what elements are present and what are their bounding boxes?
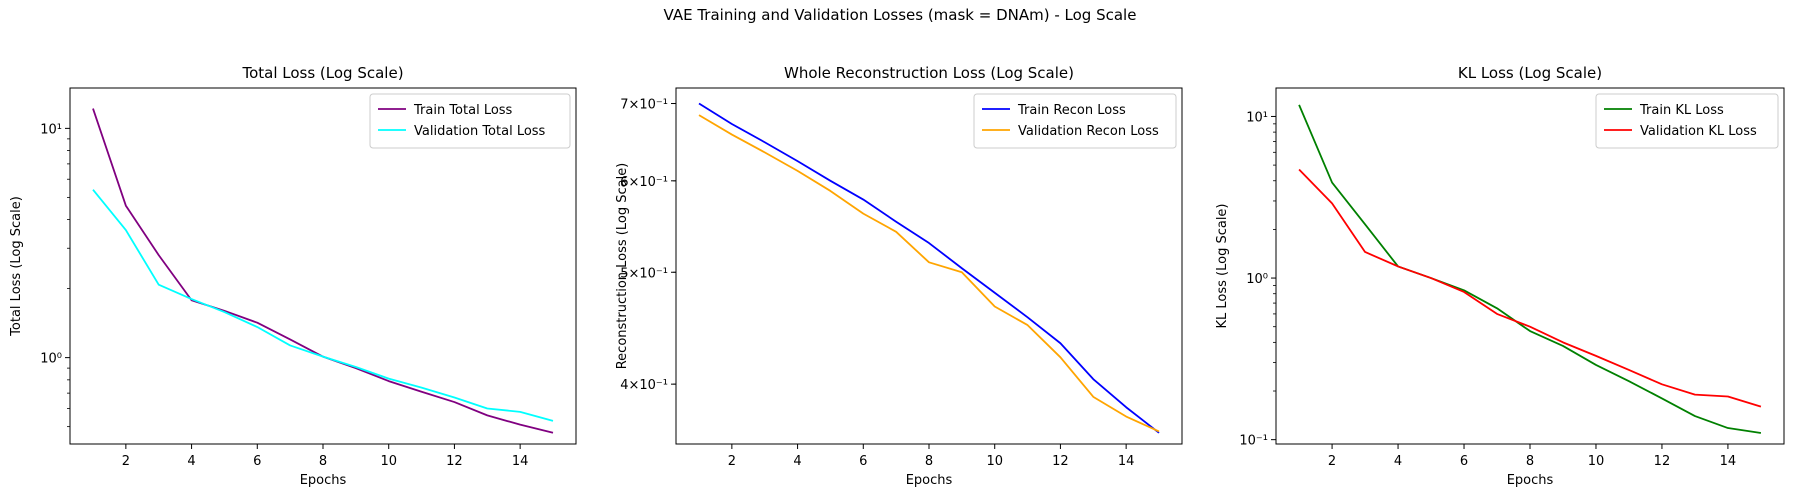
x-tick-label: 4 (1394, 454, 1402, 469)
x-tick-label: 4 (793, 454, 801, 469)
x-tick-label: 4 (187, 454, 195, 469)
y-tick-label: 6×10⁻¹ (620, 175, 668, 190)
y-tick-label: 10⁰ (1246, 272, 1268, 287)
chart-panel-2: 4×10⁻¹ 5×10⁻¹ 6×10⁻¹ 7×10⁻¹ 2 4 6 8 10 12 14 Whole … (615, 64, 1183, 488)
chart-title: KL Loss (Log Scale) (1458, 64, 1602, 82)
series-line-validation-total-loss (92, 189, 554, 422)
legend-label: Validation Recon Loss (1018, 124, 1159, 139)
chart-panel-1: 10⁰ 10¹ 2 4 6 8 10 12 14 Total Loss (Log Scale) Ep… (9, 64, 577, 488)
y-axis-label: Reconstruction Loss (Log Scale) (615, 163, 630, 370)
legend: Train Recon Loss Validation Recon Loss (973, 93, 1177, 149)
x-tick-label: 12 (1052, 454, 1069, 469)
series-line-validation-recon-loss (698, 114, 1160, 433)
x-axis-label: Epochs (300, 473, 347, 488)
x-tick-label: 10 (1588, 454, 1605, 469)
x-tick-label: 2 (728, 454, 736, 469)
y-tick-label: 4×10⁻¹ (620, 378, 668, 393)
plot-area-frame (675, 87, 1183, 445)
x-tick-label: 12 (1654, 454, 1671, 469)
y-axis-label: Total Loss (Log Scale) (9, 196, 24, 337)
series-line-train-kl-loss (1298, 104, 1762, 434)
legend-label: Validation Total Loss (414, 124, 546, 139)
x-tick-label: 14 (1118, 454, 1135, 469)
legend-box (369, 93, 571, 149)
y-tick-label: 10¹ (40, 122, 62, 137)
legend-label: Train Total Loss (413, 103, 513, 118)
plot-area-frame (1275, 87, 1785, 445)
x-tick-label: 14 (1720, 454, 1737, 469)
legend-label: Train KL Loss (1639, 103, 1724, 118)
x-tick-label: 6 (859, 454, 867, 469)
x-tick-label: 6 (253, 454, 261, 469)
x-axis-label: Epochs (906, 473, 953, 488)
legend-box (973, 93, 1177, 149)
x-tick-label: 6 (1460, 454, 1468, 469)
legend: Train Total Loss Validation Total Loss (369, 93, 571, 149)
plot-area-frame (69, 87, 577, 445)
series-line-train-recon-loss (698, 102, 1160, 434)
legend-label: Validation KL Loss (1640, 124, 1757, 139)
x-tick-label: 2 (122, 454, 130, 469)
figure-title: VAE Training and Validation Losses (mask… (663, 6, 1137, 24)
y-tick-label: 5×10⁻¹ (620, 266, 668, 281)
y-tick-label: 10¹ (1246, 110, 1268, 125)
legend-label: Train Recon Loss (1017, 103, 1126, 118)
x-axis-label: Epochs (1507, 473, 1554, 488)
x-tick-label: 2 (1328, 454, 1336, 469)
x-tick-label: 8 (925, 454, 933, 469)
y-axis-label: KL Loss (Log Scale) (1215, 203, 1230, 328)
series-line-validation-kl-loss (1298, 168, 1762, 408)
x-tick-label: 8 (1526, 454, 1534, 469)
chart-title: Total Loss (Log Scale) (241, 64, 403, 82)
x-tick-label: 8 (319, 454, 327, 469)
y-tick-label: 10⁰ (40, 352, 62, 367)
legend-box (1595, 93, 1779, 149)
y-tick-label: 10⁻¹ (1239, 434, 1268, 449)
x-tick-label: 12 (446, 454, 463, 469)
y-tick-label: 7×10⁻¹ (620, 98, 668, 113)
x-tick-label: 14 (512, 454, 529, 469)
x-tick-label: 10 (380, 454, 397, 469)
legend: Train KL Loss Validation KL Loss (1595, 93, 1779, 149)
series-line-train-total-loss (92, 108, 554, 434)
x-tick-label: 10 (986, 454, 1003, 469)
chart-title: Whole Reconstruction Loss (Log Scale) (784, 64, 1074, 82)
chart-panel-3: 10⁻¹ 10⁰ 10¹ 2 4 6 8 10 12 14 KL Loss (Log Scale) E… (1215, 64, 1785, 488)
